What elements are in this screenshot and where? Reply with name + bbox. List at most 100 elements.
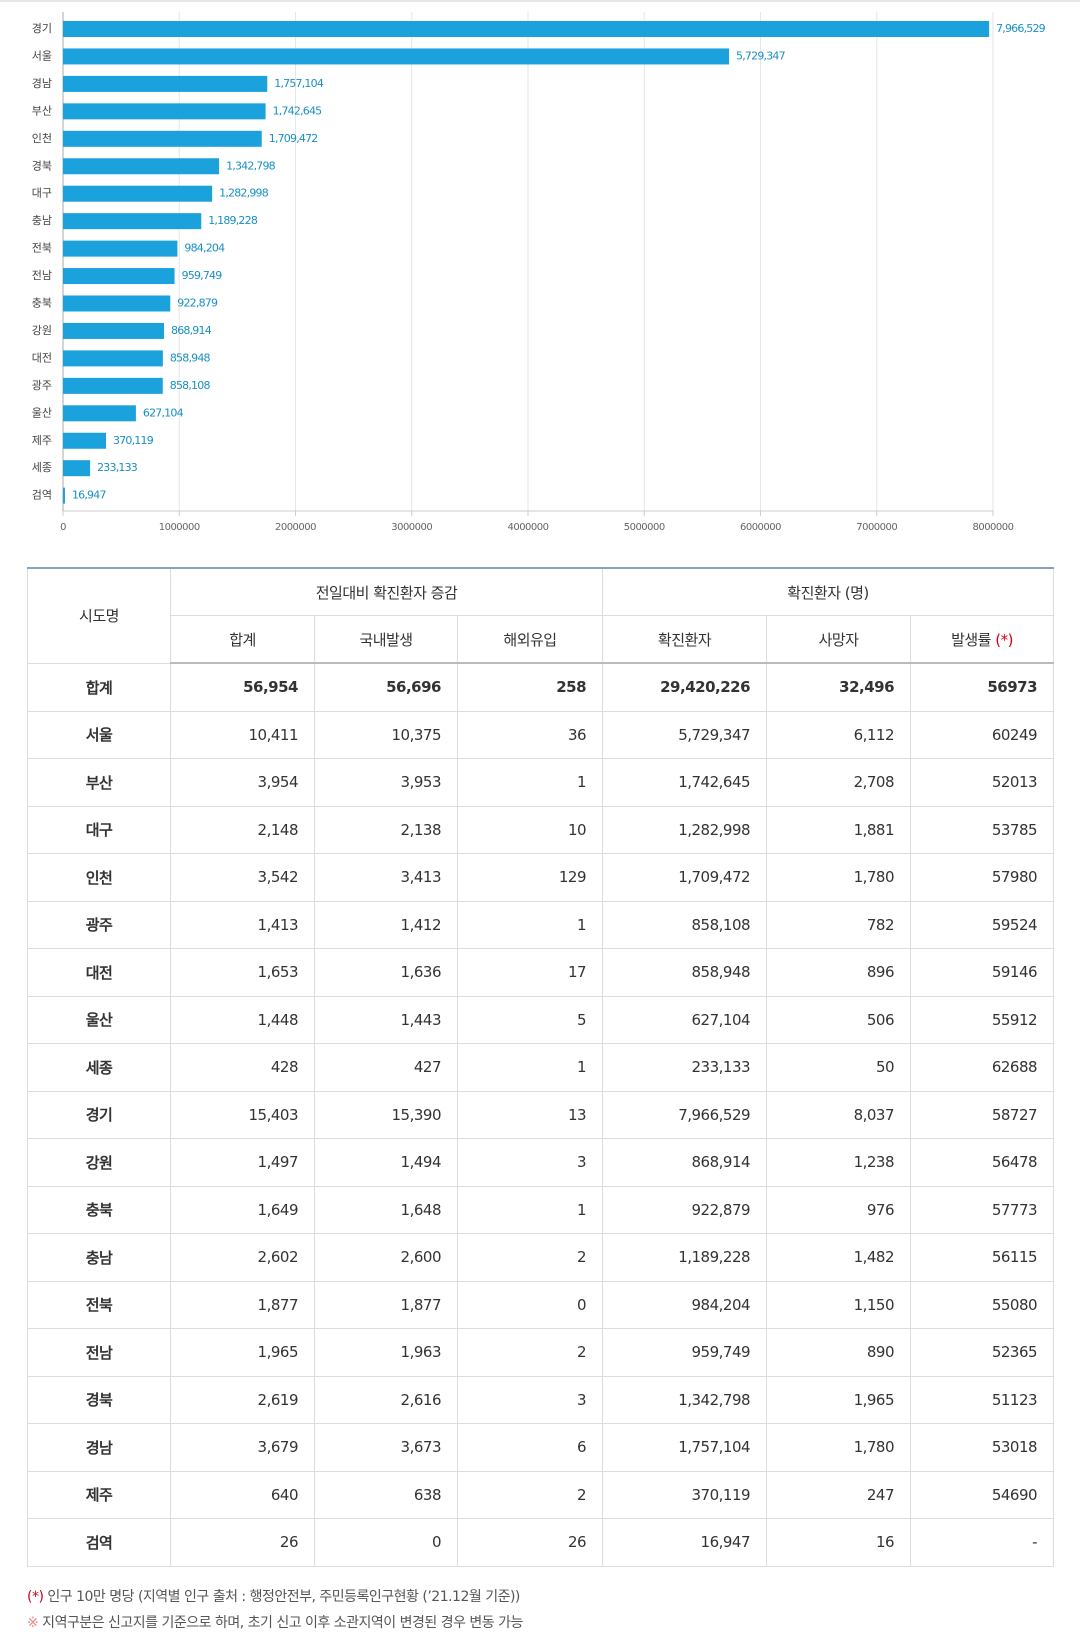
table-cell: 36 [456,710,604,759]
y-tick-label: 울산 [32,406,52,419]
table-cell: 1,653 [170,948,315,997]
table-cell: - [910,1518,1055,1567]
y-tick-label: 충북 [32,297,52,310]
table-cell: 6 [456,1423,604,1472]
table-cell: 합계 [27,662,171,712]
table-cell: 0 [456,1280,604,1329]
table-cell: 3,953 [314,758,458,807]
table-cell: 대전 [27,948,171,997]
value-label: 858,108 [170,379,211,392]
x-tick-label: 7000000 [856,522,897,533]
table-row: 경남 3,679 3,673 6 1,757,104 1,780 53018 [27,1423,1055,1472]
y-tick-label: 광주 [32,379,52,392]
table-cell: 전남 [27,1328,171,1377]
value-label: 1,742,645 [273,104,323,117]
table-cell: 53785 [910,805,1055,854]
table-cell: 57773 [910,1185,1055,1234]
table-cell: 1,877 [170,1280,315,1329]
y-tick-label: 대구 [32,187,52,200]
table-cell: 59146 [910,948,1055,997]
table-cell: 2,708 [766,758,912,807]
table-cell: 53018 [910,1423,1055,1472]
x-tick-label: 1000000 [159,522,200,533]
y-tick-label: 제주 [32,434,52,447]
header: 확진환자 [602,615,768,664]
value-label: 984,204 [184,242,225,255]
value-label: 858,948 [170,351,211,364]
bar [63,432,107,449]
table-cell: 1,412 [314,900,458,949]
table-cell: 922,879 [602,1185,768,1234]
table-cell: 55912 [910,995,1055,1044]
bar [63,48,730,65]
table-cell: 3,954 [170,758,315,807]
table-cell: 1,709,472 [602,853,768,902]
table-cell: 15,403 [170,1090,315,1139]
value-label: 16,947 [72,489,106,502]
bar [63,103,266,120]
table-cell: 1,965 [766,1375,912,1424]
header: 사망자 [766,615,912,664]
table-cell: 959,749 [602,1328,768,1377]
value-label: 1,282,998 [219,187,269,200]
table-cell: 1,189,228 [602,1233,768,1282]
table-cell: 2 [456,1233,604,1282]
table-cell: 3 [456,1138,604,1187]
value-label: 627,104 [143,406,184,419]
header: 해외유입 [456,615,604,664]
table-cell: 1,757,104 [602,1423,768,1472]
chart: 0 1000000 2000000 3000000 4000000 5000000 6000… [0,0,1080,533]
table-cell: 1,963 [314,1328,458,1377]
table-cell: 56973 [910,662,1055,712]
footnote: (*) 인구 10만 명당 (지역별 인구 출처 : 행정안전부, 주민등록인구… [27,1584,523,1610]
table-cell: 17 [456,948,604,997]
table-cell: 1,448 [170,995,315,1044]
header-marker: (*) [995,630,1013,649]
value-label: 370,119 [113,434,154,447]
footnote: ※ 지역구분은 신고지를 기준으로 하며, 초기 신고 이후 소관지역이 변경된… [27,1610,523,1636]
y-tick-label: 강원 [32,324,52,337]
x-tick-label: 6000000 [740,522,781,533]
table-cell: 3,679 [170,1423,315,1472]
x-tick-label: 2000000 [275,522,316,533]
table-cell: 1 [456,758,604,807]
table-cell: 3 [456,1375,604,1424]
table-cell: 55080 [910,1280,1055,1329]
footnote-symbol: ※ [27,1615,39,1631]
table-cell: 1,881 [766,805,912,854]
table-row: 인천 3,542 3,413 129 1,709,472 1,780 57980 [27,853,1055,902]
table-row: 대구 2,148 2,138 10 1,282,998 1,881 53785 [27,805,1055,854]
table-cell: 16,947 [602,1518,768,1567]
y-tick-label: 검역 [32,489,52,502]
table-cell: 2 [456,1328,604,1377]
table-cell: 638 [314,1470,458,1519]
table-cell: 627,104 [602,995,768,1044]
table-cell: 1,742,645 [602,758,768,807]
y-tick-label: 세종 [32,461,52,474]
y-tick-label: 경기 [32,22,52,35]
table-row: 충북 1,649 1,648 1 922,879 976 57773 [27,1185,1055,1234]
table-cell: 1 [456,900,604,949]
bar [63,75,268,92]
table-cell: 세종 [27,1043,171,1092]
value-label: 1,189,228 [208,214,258,227]
table-cell: 경북 [27,1375,171,1424]
table-row: 울산 1,448 1,443 5 627,104 506 55912 [27,995,1055,1044]
table-cell: 1,780 [766,853,912,902]
table-cell: 7,966,529 [602,1090,768,1139]
table-cell: 10 [456,805,604,854]
value-label: 233,133 [97,461,138,474]
table-cell: 52365 [910,1328,1055,1377]
table-row: 경기 15,403 15,390 13 7,966,529 8,037 58727 [27,1090,1055,1139]
table-cell: 부산 [27,758,171,807]
table-cell: 896 [766,948,912,997]
table-cell: 1,482 [766,1233,912,1282]
table-cell: 강원 [27,1138,171,1187]
y-tick-label: 부산 [32,104,52,117]
bar [63,405,136,422]
table-cell: 광주 [27,900,171,949]
table-cell: 1 [456,1043,604,1092]
table-cell: 제주 [27,1470,171,1519]
table-cell: 2,616 [314,1375,458,1424]
header: 전일대비 확진환자 증감 [169,567,604,616]
